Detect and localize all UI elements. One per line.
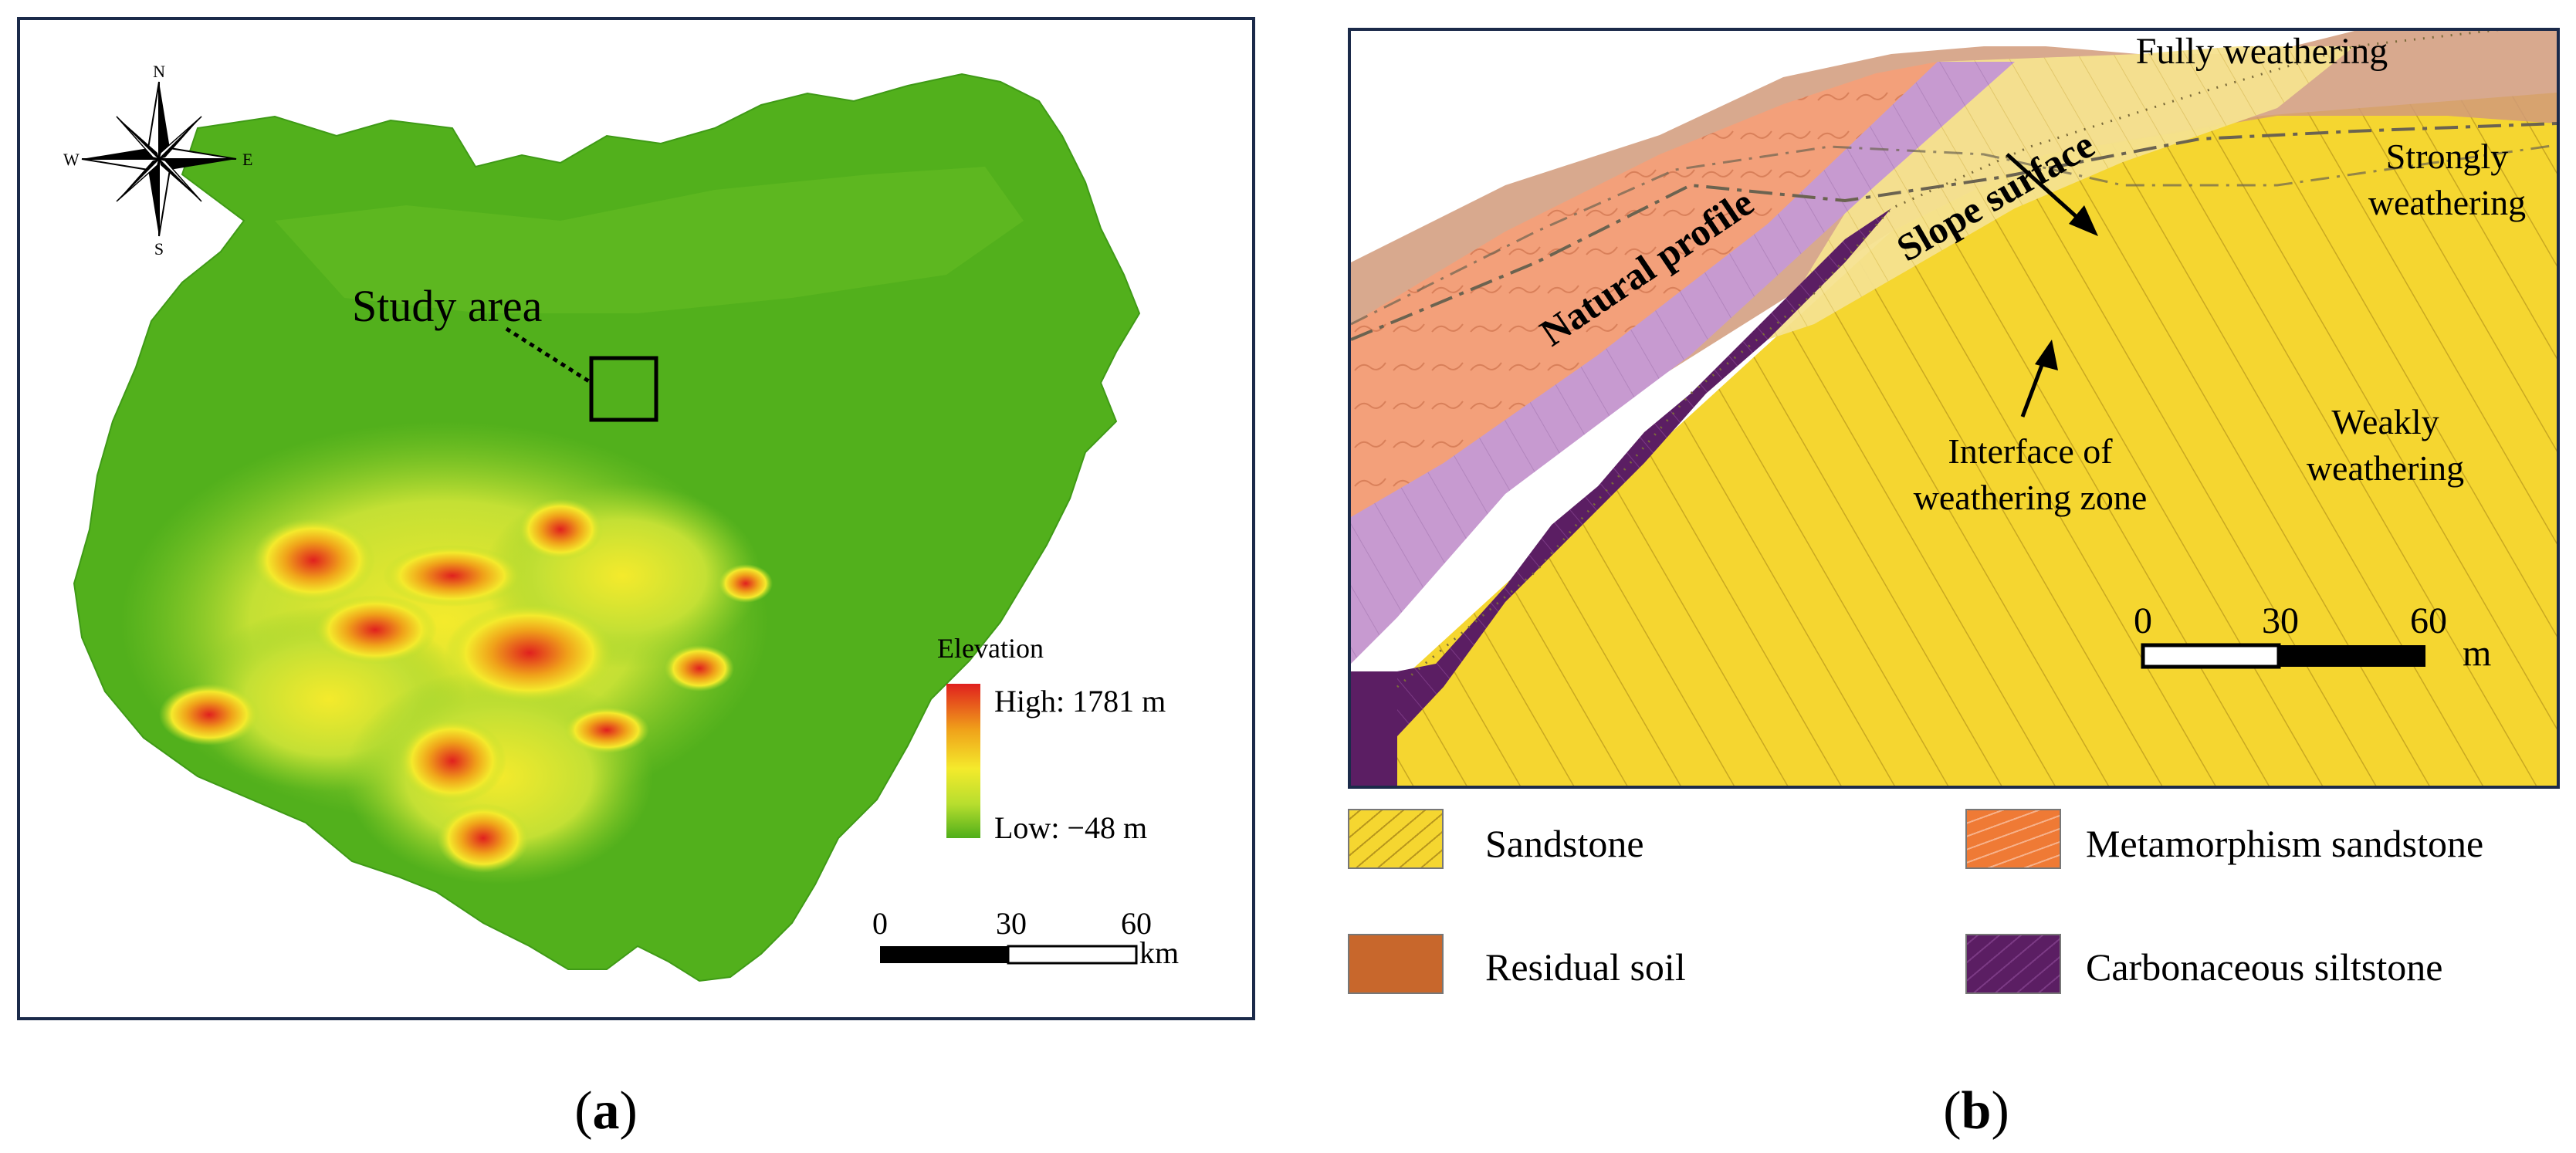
lowland-tint bbox=[275, 167, 1024, 313]
interface-label-1: Interface of bbox=[1948, 431, 2113, 471]
legend-label-carbonaceous-siltstone: Carbonaceous siltstone bbox=[2086, 945, 2443, 989]
carbonaceous-siltstone-layer bbox=[1351, 208, 1891, 786]
legend-swatch-metamorphism-sandstone bbox=[1965, 809, 2061, 869]
interface-label-2: weathering zone bbox=[1914, 478, 2148, 517]
elevation-legend-ramp bbox=[946, 684, 980, 838]
scale-unit: km bbox=[1139, 935, 1179, 970]
legend-label-metamorphism-sandstone: Metamorphism sandstone bbox=[2086, 822, 2484, 865]
scale-tick-0: 0 bbox=[872, 906, 888, 941]
compass-west: W bbox=[63, 150, 80, 169]
elevation-legend-high: High: 1781 m bbox=[994, 684, 1166, 719]
slope-profile: Fully weathering Strongly weathering Wea… bbox=[1351, 31, 2557, 786]
elevation-map-panel: N S E W Study area Elevation High: 1781 … bbox=[17, 17, 1255, 1020]
study-area-leader bbox=[505, 326, 593, 385]
panel-a-caption: (a) bbox=[574, 1081, 638, 1141]
weakly-weathering-label-2: weathering bbox=[2307, 448, 2464, 488]
weathering-interface-line bbox=[1351, 122, 2557, 341]
scale-segment-empty bbox=[1007, 945, 1138, 965]
legend-swatch-carbonaceous-siltstone bbox=[1965, 934, 2061, 994]
legend-label-residual-soil: Residual soil bbox=[1485, 945, 1686, 989]
metamorphism-sandstone-layer bbox=[1351, 62, 1938, 517]
legend-swatch-residual-soil bbox=[1348, 934, 1444, 994]
compass-rose-icon: N S E W bbox=[63, 62, 252, 259]
panel-b-caption: (b) bbox=[1943, 1081, 2009, 1141]
elevation-map: N S E W Study area Elevation High: 1781 … bbox=[63, 62, 1179, 982]
profile-scale-tick-60: 60 bbox=[2410, 600, 2447, 641]
legend-label-sandstone: Sandstone bbox=[1485, 822, 1644, 865]
highland-relief bbox=[120, 421, 773, 884]
legend-swatch-sandstone bbox=[1348, 809, 1444, 869]
profile-scale-segment-empty bbox=[2141, 643, 2281, 669]
fully-weathering-label: Fully weathering bbox=[2136, 31, 2388, 72]
elevation-legend-title: Elevation bbox=[937, 633, 1044, 664]
map-scale-bar: 0 30 60 km bbox=[872, 906, 1179, 970]
profile-scale-unit: m bbox=[2463, 633, 2491, 674]
weathering-interface-lower bbox=[1351, 144, 2557, 326]
profile-scale-tick-30: 30 bbox=[2262, 600, 2299, 641]
profile-scale-tick-0: 0 bbox=[2134, 600, 2152, 641]
profile-scale-segment-filled bbox=[2279, 645, 2425, 667]
slope-surface-arrow-icon bbox=[2006, 153, 2098, 236]
sandstone-layer bbox=[1351, 93, 2557, 786]
compass-east: E bbox=[242, 150, 252, 169]
carbonaceous-siltstone-base bbox=[1351, 671, 1397, 786]
weakly-weathering-label-1: Weakly bbox=[2331, 402, 2439, 441]
compass-north: N bbox=[153, 62, 165, 81]
profile-scale-bar: 0 30 60 m bbox=[2134, 600, 2491, 674]
study-area-label: Study area bbox=[352, 281, 542, 331]
strongly-weathering-label-1: Strongly bbox=[2386, 137, 2508, 176]
elevation-legend-low: Low: −48 m bbox=[994, 810, 1147, 845]
scale-tick-30: 30 bbox=[996, 906, 1027, 941]
scale-segment-filled bbox=[880, 946, 1008, 963]
compass-south: S bbox=[154, 239, 164, 259]
study-area-box bbox=[589, 356, 658, 422]
slope-profile-panel: Fully weathering Strongly weathering Wea… bbox=[1348, 28, 2560, 789]
strongly-weathering-label-2: weathering bbox=[2368, 183, 2526, 222]
scale-tick-60: 60 bbox=[1121, 906, 1152, 941]
interface-arrow-icon bbox=[2020, 340, 2058, 418]
